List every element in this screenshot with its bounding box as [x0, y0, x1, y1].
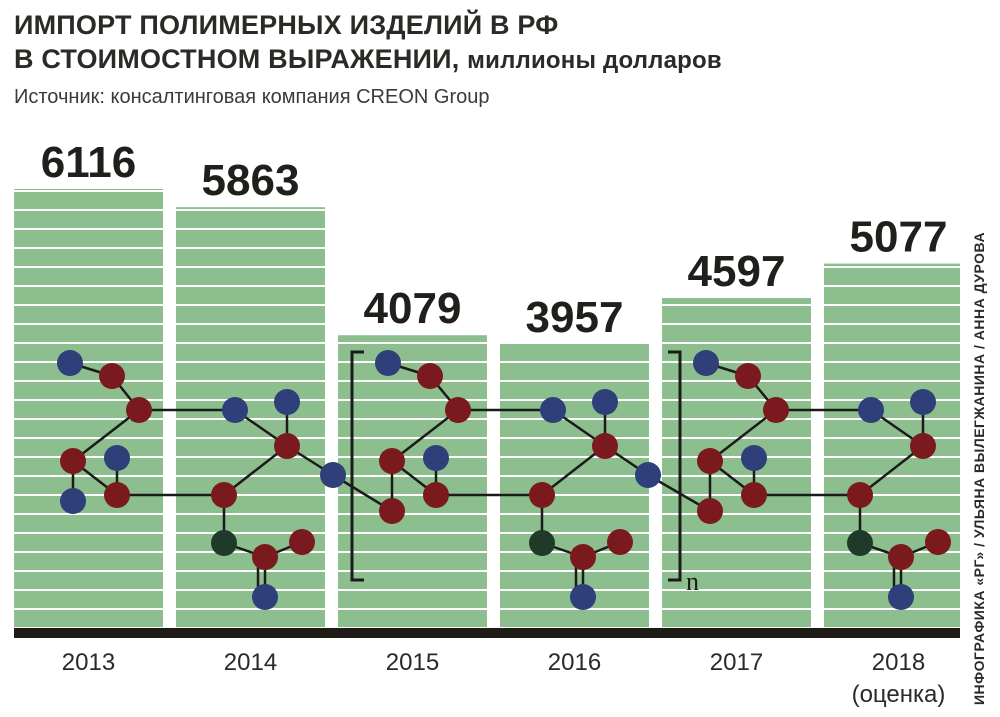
bar-2018 — [824, 263, 960, 628]
x-tick-2016: 2016 — [548, 649, 601, 676]
x-tick-2013: 2013 — [62, 649, 115, 676]
atom-15 — [320, 462, 346, 488]
baseline-bar — [14, 628, 960, 638]
title-line-2: В СТОИМОСТНОМ ВЫРАЖЕНИИ, — [14, 44, 460, 74]
atom-45 — [925, 529, 951, 555]
atom-28 — [570, 544, 596, 570]
x-tick-2014: 2014 — [224, 649, 277, 676]
atom-12 — [252, 544, 278, 570]
atom-23 — [540, 397, 566, 423]
atom-43 — [847, 530, 873, 556]
molecule-atoms — [57, 350, 951, 610]
atom-14 — [252, 584, 278, 610]
atom-7 — [222, 397, 248, 423]
atom-19 — [379, 448, 405, 474]
bar-value-label-2014: 5863 — [202, 156, 300, 205]
credit-text: ИНФОГРАФИКА «РГ» / УЛЬЯНА ВЫЛЕГЖАНИНА / … — [971, 232, 987, 705]
x-tick-2015: 2015 — [386, 649, 439, 676]
title-unit: миллионы долларов — [467, 47, 722, 74]
atom-37 — [741, 482, 767, 508]
bar-value-label-2017: 4597 — [688, 247, 786, 296]
bar-chart: n 6116 2013 5863 2014 4079 2015 3957 2016 4597 20… — [14, 138, 960, 708]
atom-13 — [289, 529, 315, 555]
atom-2 — [126, 397, 152, 423]
atom-16 — [375, 350, 401, 376]
atom-32 — [693, 350, 719, 376]
x-tick-sublabel-2018: (оценка) — [852, 681, 946, 708]
left-bracket — [350, 350, 364, 582]
x-tick-2018: 2018 — [872, 649, 925, 676]
atom-6 — [60, 488, 86, 514]
atom-22 — [379, 498, 405, 524]
atom-39 — [858, 397, 884, 423]
atom-36 — [741, 445, 767, 471]
atom-33 — [735, 363, 761, 389]
atom-21 — [423, 482, 449, 508]
bar-2016 — [500, 343, 649, 628]
x-tick-2017: 2017 — [710, 649, 763, 676]
atom-0 — [57, 350, 83, 376]
atom-4 — [104, 445, 130, 471]
credit-vertical: ИНФОГРАФИКА «РГ» / УЛЬЯНА ВЫЛЕГЖАНИНА / … — [971, 232, 987, 705]
atom-9 — [274, 433, 300, 459]
atom-5 — [104, 482, 130, 508]
bar-2014 — [176, 207, 325, 628]
atom-46 — [888, 584, 914, 610]
atom-18 — [445, 397, 471, 423]
atom-8 — [274, 389, 300, 415]
atom-41 — [910, 433, 936, 459]
atom-30 — [570, 584, 596, 610]
bars-layer — [14, 189, 960, 628]
atom-42 — [847, 482, 873, 508]
bar-2017 — [662, 298, 811, 628]
polymer-index-n: n — [686, 567, 699, 596]
atom-1 — [99, 363, 125, 389]
atom-3 — [60, 448, 86, 474]
atom-10 — [211, 482, 237, 508]
bar-value-label-2015: 4079 — [364, 284, 462, 333]
atom-29 — [607, 529, 633, 555]
bar-value-label-2013: 6116 — [41, 138, 136, 187]
atom-25 — [592, 433, 618, 459]
right-bracket — [668, 350, 682, 582]
atom-35 — [697, 448, 723, 474]
polymer-molecule-illustration: n — [57, 350, 951, 610]
bar-2015 — [338, 335, 487, 628]
atom-11 — [211, 530, 237, 556]
atom-34 — [763, 397, 789, 423]
atom-17 — [417, 363, 443, 389]
atom-44 — [888, 544, 914, 570]
atom-24 — [592, 389, 618, 415]
atom-38 — [697, 498, 723, 524]
title-line-1: ИМПОРТ ПОЛИМЕРНЫХ ИЗДЕЛИЙ В РФ — [14, 10, 559, 40]
atom-40 — [910, 389, 936, 415]
atom-26 — [529, 482, 555, 508]
bar-value-label-2018: 5077 — [850, 213, 948, 262]
atom-31 — [635, 462, 661, 488]
source-note: Источник: консалтинговая компания CREON … — [14, 86, 490, 108]
atom-20 — [423, 445, 449, 471]
chart-title: ИМПОРТ ПОЛИМЕРНЫХ ИЗДЕЛИЙ В РФ В СТОИМОС… — [14, 8, 722, 78]
atom-27 — [529, 530, 555, 556]
bar-value-label-2016: 3957 — [526, 293, 624, 342]
